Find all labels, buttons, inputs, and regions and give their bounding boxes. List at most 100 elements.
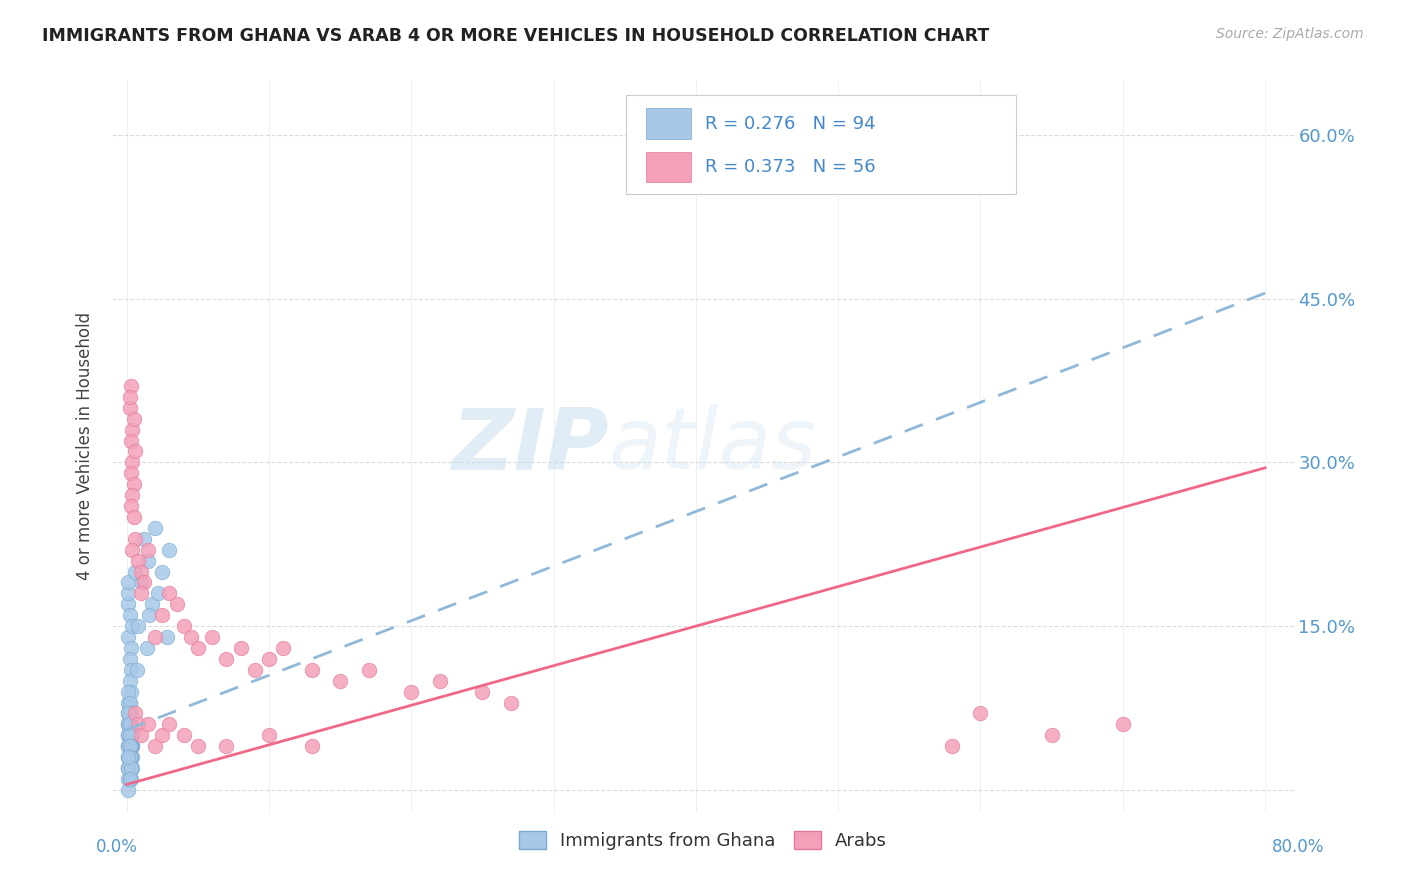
Point — [173, 728, 195, 742]
Point — [122, 411, 145, 425]
Point — [150, 728, 173, 742]
Point — [120, 684, 142, 698]
Point — [146, 586, 169, 600]
Legend: Immigrants from Ghana, Arabs: Immigrants from Ghana, Arabs — [512, 823, 894, 857]
Point — [499, 696, 522, 710]
Point — [401, 684, 423, 698]
Text: 0.0%: 0.0% — [96, 838, 138, 855]
Point — [120, 728, 142, 742]
Point — [117, 696, 139, 710]
Point — [118, 728, 141, 742]
Point — [118, 717, 141, 731]
Point — [120, 467, 142, 481]
Point — [301, 739, 323, 754]
Point — [969, 706, 991, 721]
Point — [271, 640, 294, 655]
Point — [118, 739, 141, 754]
Point — [118, 608, 141, 623]
Point — [120, 761, 142, 775]
Point — [155, 630, 177, 644]
Point — [117, 706, 139, 721]
Point — [120, 728, 142, 742]
Point — [127, 717, 149, 731]
Point — [1112, 717, 1135, 731]
Point — [118, 750, 141, 764]
Point — [121, 750, 143, 764]
Point — [120, 379, 142, 393]
Point — [120, 499, 142, 513]
Point — [121, 739, 143, 754]
Point — [118, 739, 141, 754]
FancyBboxPatch shape — [647, 108, 692, 139]
Text: R = 0.276   N = 94: R = 0.276 N = 94 — [706, 115, 876, 133]
Point — [127, 619, 149, 633]
Point — [118, 761, 141, 775]
Point — [121, 728, 143, 742]
FancyBboxPatch shape — [626, 95, 1017, 194]
Point — [117, 761, 139, 775]
Point — [118, 717, 141, 731]
Point — [136, 554, 159, 568]
Point — [301, 663, 323, 677]
Point — [118, 696, 141, 710]
Point — [257, 728, 280, 742]
Point — [129, 575, 152, 590]
Point — [121, 455, 143, 469]
Point — [120, 434, 142, 448]
Point — [118, 717, 141, 731]
Point — [124, 565, 146, 579]
Point — [157, 586, 180, 600]
Point — [180, 630, 202, 644]
Point — [117, 717, 139, 731]
Point — [118, 772, 141, 786]
Point — [120, 640, 142, 655]
Point — [121, 488, 143, 502]
Point — [117, 717, 139, 731]
Point — [471, 684, 494, 698]
Point — [143, 630, 166, 644]
Point — [118, 706, 141, 721]
Point — [121, 619, 143, 633]
Point — [118, 696, 141, 710]
Point — [117, 761, 139, 775]
Point — [132, 575, 155, 590]
Text: Source: ZipAtlas.com: Source: ZipAtlas.com — [1216, 27, 1364, 41]
Point — [118, 717, 141, 731]
Point — [120, 739, 142, 754]
Point — [329, 673, 352, 688]
Point — [1040, 728, 1063, 742]
Point — [138, 608, 160, 623]
Point — [118, 390, 141, 404]
Point — [215, 652, 238, 666]
Point — [117, 706, 139, 721]
Point — [118, 739, 141, 754]
Point — [120, 728, 142, 742]
Point — [132, 532, 155, 546]
Point — [117, 772, 139, 786]
Point — [118, 750, 141, 764]
Point — [117, 586, 139, 600]
Point — [187, 739, 209, 754]
FancyBboxPatch shape — [647, 152, 692, 183]
Point — [120, 739, 142, 754]
Point — [118, 728, 141, 742]
Point — [120, 663, 142, 677]
Point — [117, 717, 139, 731]
Point — [120, 728, 142, 742]
Point — [150, 565, 173, 579]
Point — [941, 739, 963, 754]
Point — [118, 717, 141, 731]
Point — [117, 728, 139, 742]
Point — [215, 739, 238, 754]
Point — [135, 640, 157, 655]
Point — [173, 619, 195, 633]
Point — [120, 761, 142, 775]
Point — [117, 750, 139, 764]
Point — [136, 542, 159, 557]
Point — [117, 739, 139, 754]
Point — [117, 597, 139, 611]
Point — [120, 717, 142, 731]
Point — [166, 597, 188, 611]
Point — [129, 728, 152, 742]
Point — [118, 739, 141, 754]
